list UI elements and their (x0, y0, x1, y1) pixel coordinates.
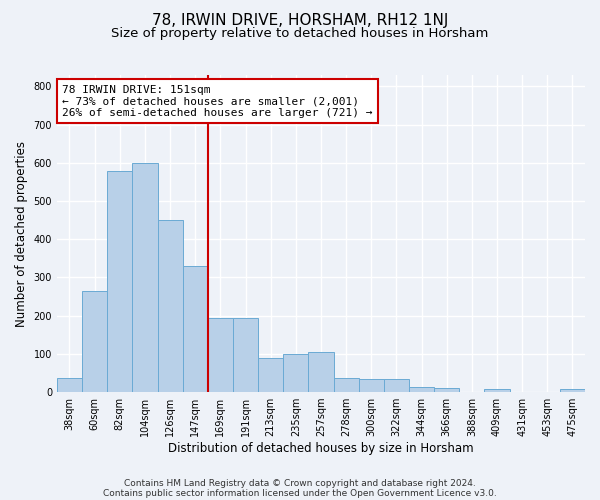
Text: Size of property relative to detached houses in Horsham: Size of property relative to detached ho… (112, 28, 488, 40)
Bar (107, 170, 133, 392)
Bar (359, 378, 384, 392)
Bar (384, 378, 409, 392)
Bar (409, 388, 434, 392)
X-axis label: Distribution of detached houses by size in Horsham: Distribution of detached houses by size … (168, 442, 474, 455)
Bar (158, 220, 182, 392)
Bar (283, 354, 308, 392)
Bar (334, 378, 359, 392)
Bar (208, 318, 233, 392)
Bar (434, 388, 459, 392)
Bar (308, 352, 334, 392)
Bar (484, 390, 509, 392)
Text: Contains public sector information licensed under the Open Government Licence v3: Contains public sector information licen… (103, 488, 497, 498)
Bar (233, 318, 258, 392)
Text: 78, IRWIN DRIVE, HORSHAM, RH12 1NJ: 78, IRWIN DRIVE, HORSHAM, RH12 1NJ (152, 12, 448, 28)
Y-axis label: Number of detached properties: Number of detached properties (15, 140, 28, 326)
Bar (560, 390, 585, 392)
Text: Contains HM Land Registry data © Crown copyright and database right 2024.: Contains HM Land Registry data © Crown c… (124, 478, 476, 488)
Bar (182, 266, 208, 392)
Bar (57, 378, 82, 392)
Text: 78 IRWIN DRIVE: 151sqm
← 73% of detached houses are smaller (2,001)
26% of semi-: 78 IRWIN DRIVE: 151sqm ← 73% of detached… (62, 84, 373, 117)
Bar (133, 163, 158, 392)
Bar (258, 358, 283, 392)
Bar (82, 291, 107, 392)
